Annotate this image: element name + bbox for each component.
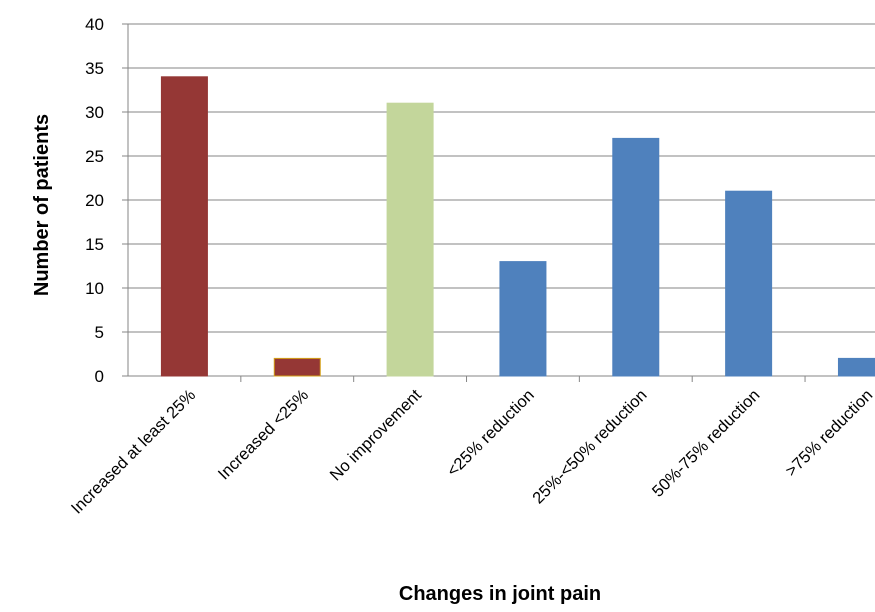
bar [386,102,434,377]
x-category-label: Increased at least 25% [68,386,200,518]
bar [837,357,875,377]
y-tick-label: 30 [85,103,104,122]
x-category-label: 25%-<50% reduction [529,386,650,507]
y-tick-label: 10 [85,279,104,298]
y-tick-label: 20 [85,191,104,210]
bar [612,137,660,377]
bar [499,261,547,377]
bar [725,190,773,377]
y-tick-label: 5 [95,323,104,342]
x-category-label: Increased <25% [215,386,313,484]
x-category-labels: Increased at least 25% Increased <25% No i… [68,386,875,518]
x-category-label: >75% reduction [782,386,875,480]
bar [273,357,321,377]
y-tick-label: 35 [85,59,104,78]
y-tick-labels: 0 5 10 15 20 25 30 35 40 [85,15,104,386]
x-category-label: <25% reduction [444,386,538,480]
y-tick-label: 0 [95,367,104,386]
x-category-label: 50%-75% reduction [649,386,764,501]
y-tick-label: 40 [85,15,104,34]
bars [160,76,875,377]
x-category-label: No improvement [327,386,426,485]
y-axis-title: Number of patients [31,114,53,296]
gridlines [128,23,875,333]
x-axis-title: Changes in joint pain [399,583,601,605]
y-tick-label: 15 [85,235,104,254]
y-tick-label: 25 [85,147,104,166]
bar [160,76,208,377]
